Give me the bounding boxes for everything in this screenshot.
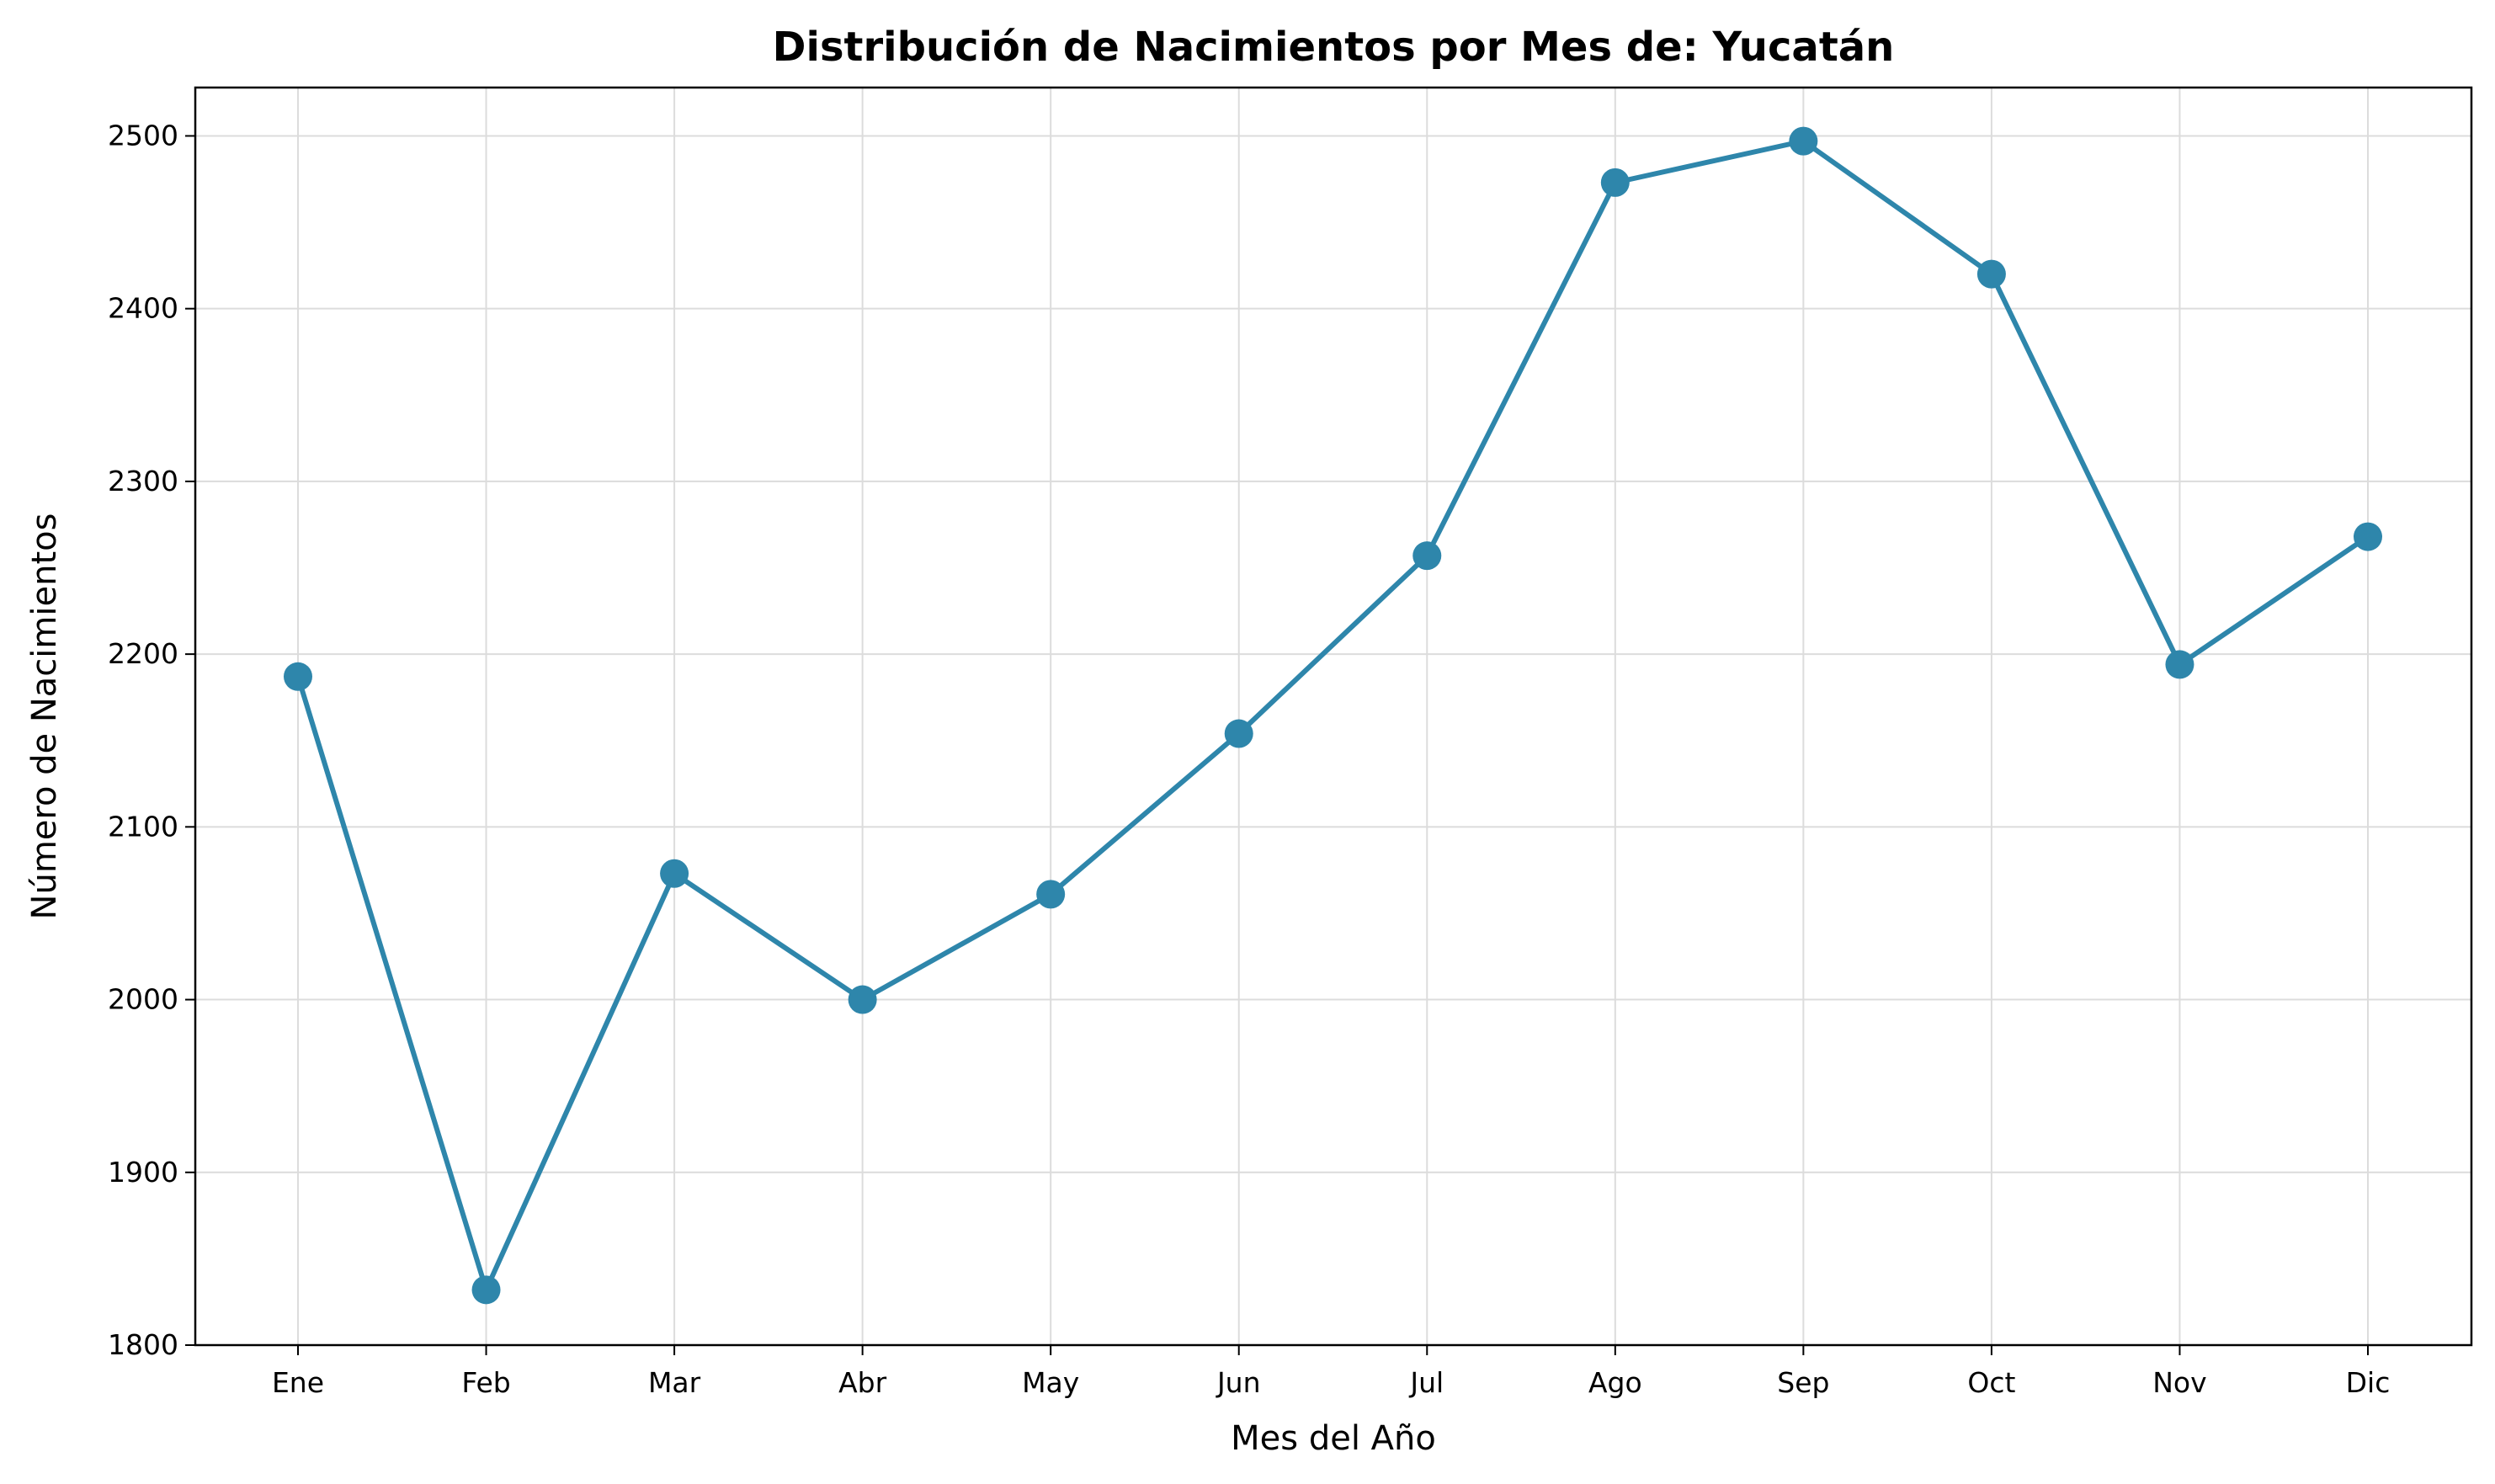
x-tick-label: Jul — [1408, 1366, 1444, 1399]
series-layer — [284, 126, 2382, 1305]
y-tick-label: 2200 — [108, 637, 178, 670]
data-point — [1600, 168, 1630, 197]
grid — [195, 88, 2471, 1345]
data-point — [284, 662, 312, 691]
y-tick-label: 1800 — [108, 1328, 178, 1361]
data-point — [2354, 522, 2382, 551]
data-point — [660, 859, 689, 888]
x-tick-label: Sep — [1777, 1366, 1829, 1399]
x-tick-label: Abr — [838, 1366, 887, 1399]
x-tick-label: Mar — [648, 1366, 701, 1399]
x-tick-label: Dic — [2346, 1366, 2391, 1399]
data-point — [1224, 719, 1253, 748]
x-tick-label: Ene — [272, 1366, 324, 1399]
x-tick-label: Nov — [2152, 1366, 2206, 1399]
series-line — [295, 138, 2370, 1293]
data-point — [2165, 650, 2194, 679]
y-tick-label: 2400 — [108, 292, 178, 325]
data-point — [1036, 880, 1066, 909]
data-point — [1789, 126, 1818, 156]
data-point — [848, 985, 877, 1014]
data-point — [1976, 259, 2006, 289]
x-tick-label: May — [1022, 1366, 1079, 1399]
x-tick-label: Ago — [1588, 1366, 1642, 1399]
x-axis: Ene Feb Mar Abr May Jun Jul Ago Sep Oct Nov Dic — [272, 1345, 2390, 1399]
plot-frame — [194, 86, 2473, 1347]
y-tick-label: 2300 — [108, 465, 178, 497]
y-axis: 1800 1900 2000 2100 2200 2300 2400 2500 — [108, 119, 195, 1361]
y-tick-label: 1900 — [108, 1156, 178, 1189]
y-tick-label: 2100 — [108, 810, 178, 843]
chart-title: Distribución de Nacimientos por Mes de: … — [773, 24, 1895, 71]
data-point — [1412, 541, 1442, 571]
data-point — [471, 1275, 501, 1305]
x-tick-label: Oct — [1967, 1366, 2015, 1399]
x-tick-label: Jun — [1216, 1366, 1261, 1399]
y-axis-label: Número de Nacimientos — [25, 513, 64, 920]
x-axis-label: Mes del Año — [1231, 1419, 1436, 1458]
x-tick-label: Feb — [461, 1366, 510, 1399]
y-tick-label: 2500 — [108, 119, 178, 152]
y-tick-label: 2000 — [108, 983, 178, 1016]
